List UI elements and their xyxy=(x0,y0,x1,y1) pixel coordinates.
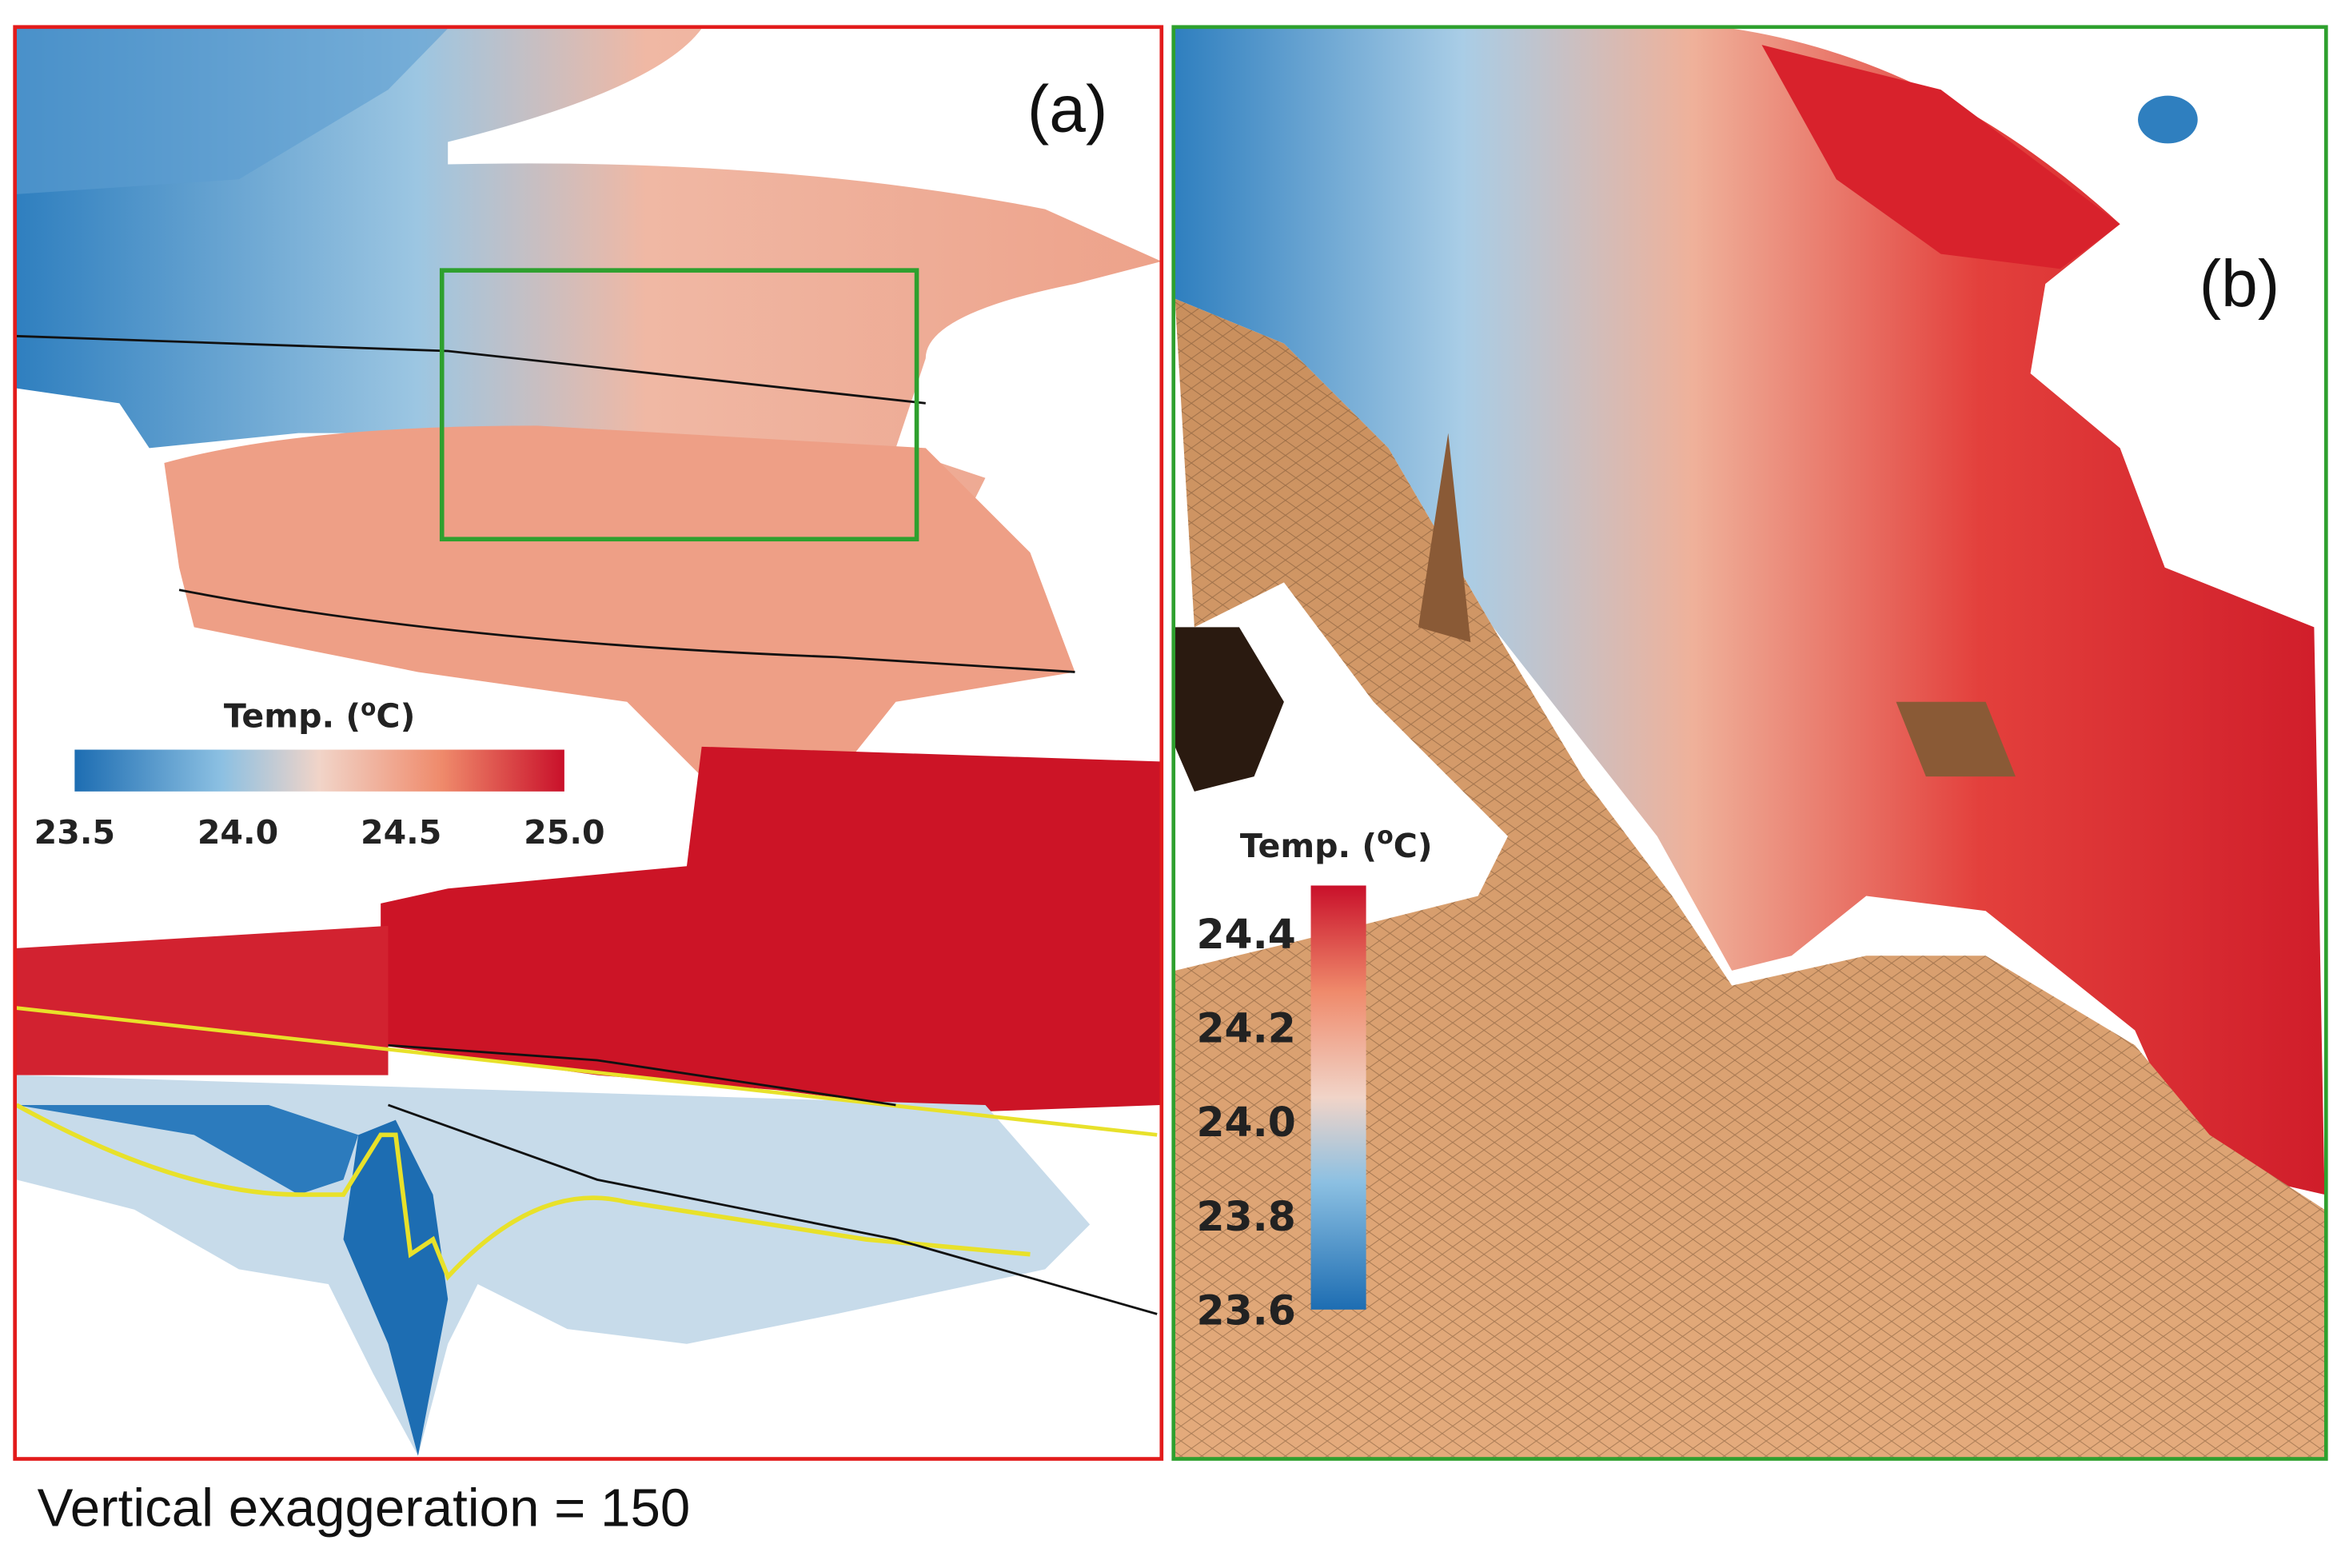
colorbar xyxy=(1310,885,1366,1310)
colorbar-tick-label: 23.5 xyxy=(34,813,115,852)
panel-a-render xyxy=(16,28,1160,1456)
colorbar-tick-label: 25.0 xyxy=(524,813,604,852)
colorbar-tick-label: 23.6 xyxy=(1196,1287,1295,1334)
panel-a-frame xyxy=(13,25,1164,1461)
panel-b-render xyxy=(1174,28,2325,1458)
colorbar-tick-label: 24.2 xyxy=(1196,1005,1295,1052)
caption: Vertical exaggeration = 150 xyxy=(38,1478,691,1538)
colorbar-title: Temp. (oC) xyxy=(1240,822,1433,865)
colorbar-tick-label: 24.0 xyxy=(197,813,278,852)
colorbar-tick-label: 24.0 xyxy=(1196,1099,1295,1146)
colorbar-tick-label: 24.5 xyxy=(361,813,441,852)
colorbar xyxy=(74,749,564,792)
panel-label: (a) xyxy=(1027,73,1107,146)
colorbar-ticks: 24.4 24.2 24.0 23.8 23.6 xyxy=(1196,911,1295,1335)
panel-b-frame xyxy=(1171,25,2328,1461)
colorbar-title: Temp. (oC) xyxy=(224,695,415,736)
colorbar-ticks: 23.5 24.0 24.5 25.0 xyxy=(34,813,605,852)
panel-label: (b) xyxy=(2199,248,2279,321)
colorbar-tick-label: 24.4 xyxy=(1196,911,1295,958)
colorbar-tick-label: 23.8 xyxy=(1196,1193,1295,1240)
